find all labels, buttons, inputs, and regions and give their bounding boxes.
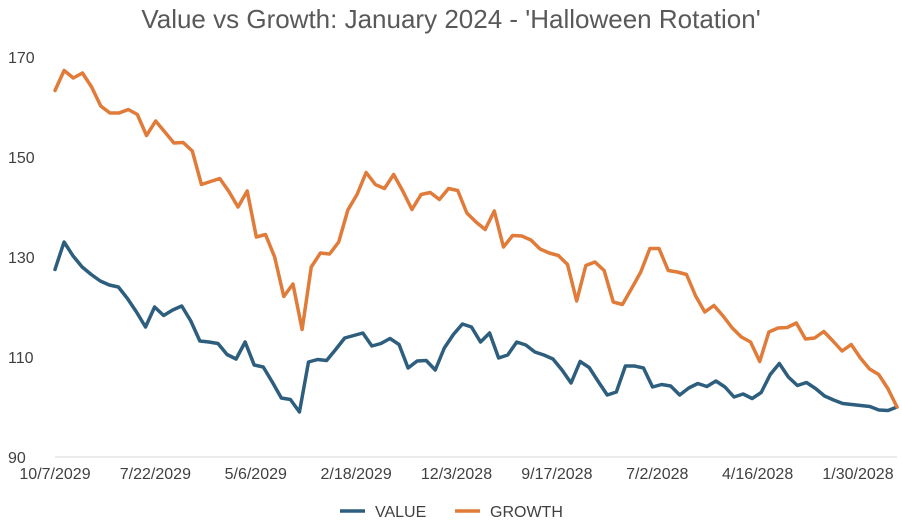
x-tick-label: 12/3/2028 (421, 466, 492, 483)
chart-title: Value vs Growth: January 2024 - 'Hallowe… (141, 4, 761, 34)
x-tick-label: 5/6/2029 (225, 466, 287, 483)
legend-label-growth: GROWTH (490, 504, 563, 520)
x-tick-label: 9/17/2028 (521, 466, 592, 483)
x-tick-label: 7/22/2029 (120, 466, 191, 483)
x-tick-label: 10/7/2029 (19, 466, 90, 483)
y-tick-label: 110 (8, 350, 34, 367)
y-tick-label: 150 (8, 150, 35, 167)
legend-label-value: VALUE (375, 504, 426, 520)
series-line-growth (53, 68, 899, 409)
x-tick-label: 2/18/2029 (321, 466, 392, 483)
y-tick-label: 130 (8, 250, 35, 267)
x-tick-label: 4/16/2028 (722, 466, 793, 483)
series-line-value (53, 240, 899, 414)
y-tick-label: 170 (8, 50, 35, 67)
y-tick-label: 90 (8, 450, 26, 467)
x-tick-label: 7/2/2028 (626, 466, 688, 483)
x-tick-label: 1/30/2028 (822, 466, 893, 483)
